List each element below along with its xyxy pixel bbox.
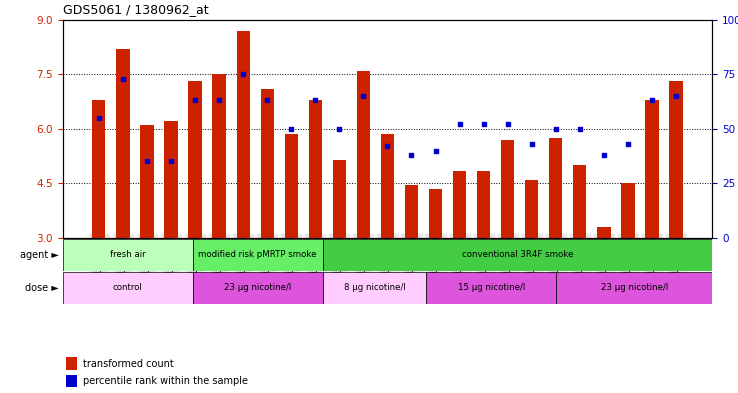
Point	[670, 93, 682, 99]
Point	[189, 97, 201, 103]
Bar	[213, 74, 226, 238]
Point	[117, 75, 129, 82]
Point	[622, 141, 634, 147]
Point	[357, 93, 369, 99]
Bar	[621, 183, 635, 238]
Bar	[333, 160, 346, 238]
Bar	[261, 89, 274, 238]
Text: transformed count: transformed count	[83, 358, 174, 369]
Bar	[556, 272, 712, 304]
Bar	[188, 81, 201, 238]
Bar	[63, 239, 193, 271]
Point	[237, 71, 249, 77]
Bar	[285, 134, 298, 238]
Point	[261, 97, 273, 103]
Bar	[669, 81, 683, 238]
Text: 8 μg nicotine/l: 8 μg nicotine/l	[344, 283, 405, 292]
Bar	[549, 138, 562, 238]
Bar	[453, 171, 466, 238]
Point	[141, 158, 153, 165]
Bar	[381, 134, 394, 238]
Bar	[92, 99, 106, 238]
Text: control: control	[113, 283, 142, 292]
Text: fresh air: fresh air	[110, 250, 145, 259]
Bar	[356, 70, 370, 238]
Bar	[193, 239, 323, 271]
Point	[382, 143, 393, 149]
Point	[406, 152, 418, 158]
Point	[334, 125, 345, 132]
Bar	[117, 49, 130, 238]
Point	[526, 141, 538, 147]
Bar	[501, 140, 514, 238]
Bar	[405, 185, 418, 238]
Text: dose ►: dose ►	[25, 283, 59, 293]
Bar	[323, 239, 712, 271]
Bar	[645, 99, 658, 238]
Point	[646, 97, 658, 103]
Bar	[308, 99, 322, 238]
Bar	[66, 357, 77, 369]
Bar	[237, 31, 249, 238]
Point	[430, 147, 441, 154]
Point	[213, 97, 225, 103]
Bar	[323, 272, 427, 304]
Point	[309, 97, 321, 103]
Bar	[193, 272, 323, 304]
Point	[502, 121, 514, 127]
Text: modified risk pMRTP smoke: modified risk pMRTP smoke	[199, 250, 317, 259]
Point	[454, 121, 466, 127]
Bar	[429, 189, 442, 238]
Point	[286, 125, 297, 132]
Bar	[66, 375, 77, 387]
Bar	[477, 171, 490, 238]
Point	[574, 125, 586, 132]
Point	[477, 121, 489, 127]
Bar	[63, 272, 193, 304]
Point	[550, 125, 562, 132]
Text: conventional 3R4F smoke: conventional 3R4F smoke	[462, 250, 573, 259]
Point	[598, 152, 610, 158]
Text: 15 μg nicotine/l: 15 μg nicotine/l	[458, 283, 525, 292]
Bar	[165, 121, 178, 238]
Bar	[427, 272, 556, 304]
Text: agent ►: agent ►	[20, 250, 59, 260]
Bar	[525, 180, 538, 238]
Text: percentile rank within the sample: percentile rank within the sample	[83, 376, 249, 386]
Bar	[573, 165, 587, 238]
Text: 23 μg nicotine/l: 23 μg nicotine/l	[224, 283, 292, 292]
Bar	[140, 125, 154, 238]
Point	[93, 115, 105, 121]
Text: 23 μg nicotine/l: 23 μg nicotine/l	[601, 283, 668, 292]
Bar	[597, 227, 610, 238]
Point	[165, 158, 177, 165]
Text: GDS5061 / 1380962_at: GDS5061 / 1380962_at	[63, 3, 208, 16]
